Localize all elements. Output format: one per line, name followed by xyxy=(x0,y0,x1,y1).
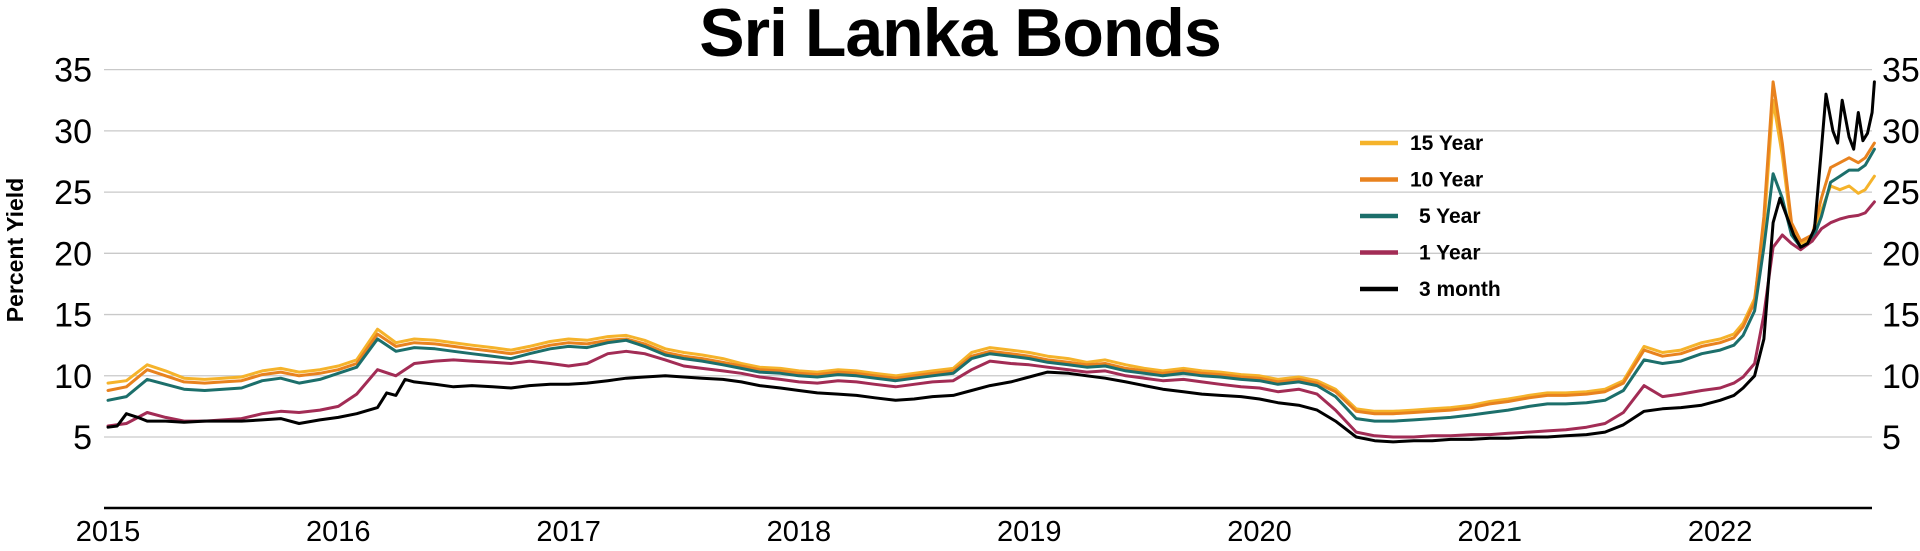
y-tick-label-right: 25 xyxy=(1882,174,1920,212)
series-line-3-month xyxy=(106,80,1876,444)
x-tick-label: 2015 xyxy=(76,516,141,548)
y-tick-label-right: 35 xyxy=(1882,52,1920,90)
y-tick-label-left: 15 xyxy=(54,297,92,335)
y-tick-label-left: 10 xyxy=(54,358,92,396)
y-tick-label-right: 15 xyxy=(1882,297,1920,335)
legend-label-3-month: 3 month xyxy=(1419,278,1501,301)
x-tick-label: 2019 xyxy=(997,516,1062,548)
y-tick-label-right: 5 xyxy=(1882,419,1901,457)
series-line-5-year xyxy=(106,147,1876,423)
x-tick-label: 2020 xyxy=(1227,516,1292,548)
y-tick-label-left: 35 xyxy=(54,52,92,90)
x-tick-label: 2022 xyxy=(1688,516,1753,548)
y-tick-label-left: 30 xyxy=(54,113,92,151)
x-tick-label: 2017 xyxy=(536,516,601,548)
legend-label-10-year: 10 Year xyxy=(1410,169,1483,192)
y-tick-label-left: 20 xyxy=(54,235,92,273)
x-tick-label: 2018 xyxy=(767,516,832,548)
y-tick-label-right: 20 xyxy=(1882,235,1920,273)
legend-label-15-year: 15 Year xyxy=(1410,132,1483,155)
y-tick-label-right: 10 xyxy=(1882,358,1920,396)
x-tick-label: 2021 xyxy=(1458,516,1523,548)
legend-label-1-year: 1 Year xyxy=(1419,242,1481,265)
series-line-15-year xyxy=(106,98,1876,413)
x-tick-label: 2016 xyxy=(306,516,371,548)
series-line-1-year xyxy=(106,200,1876,439)
y-tick-label-right: 30 xyxy=(1882,113,1920,151)
series-line-10-year xyxy=(106,80,1876,416)
legend-label-5-year: 5 Year xyxy=(1419,205,1481,228)
y-tick-label-left: 25 xyxy=(54,174,92,212)
y-tick-label-left: 5 xyxy=(73,419,92,457)
